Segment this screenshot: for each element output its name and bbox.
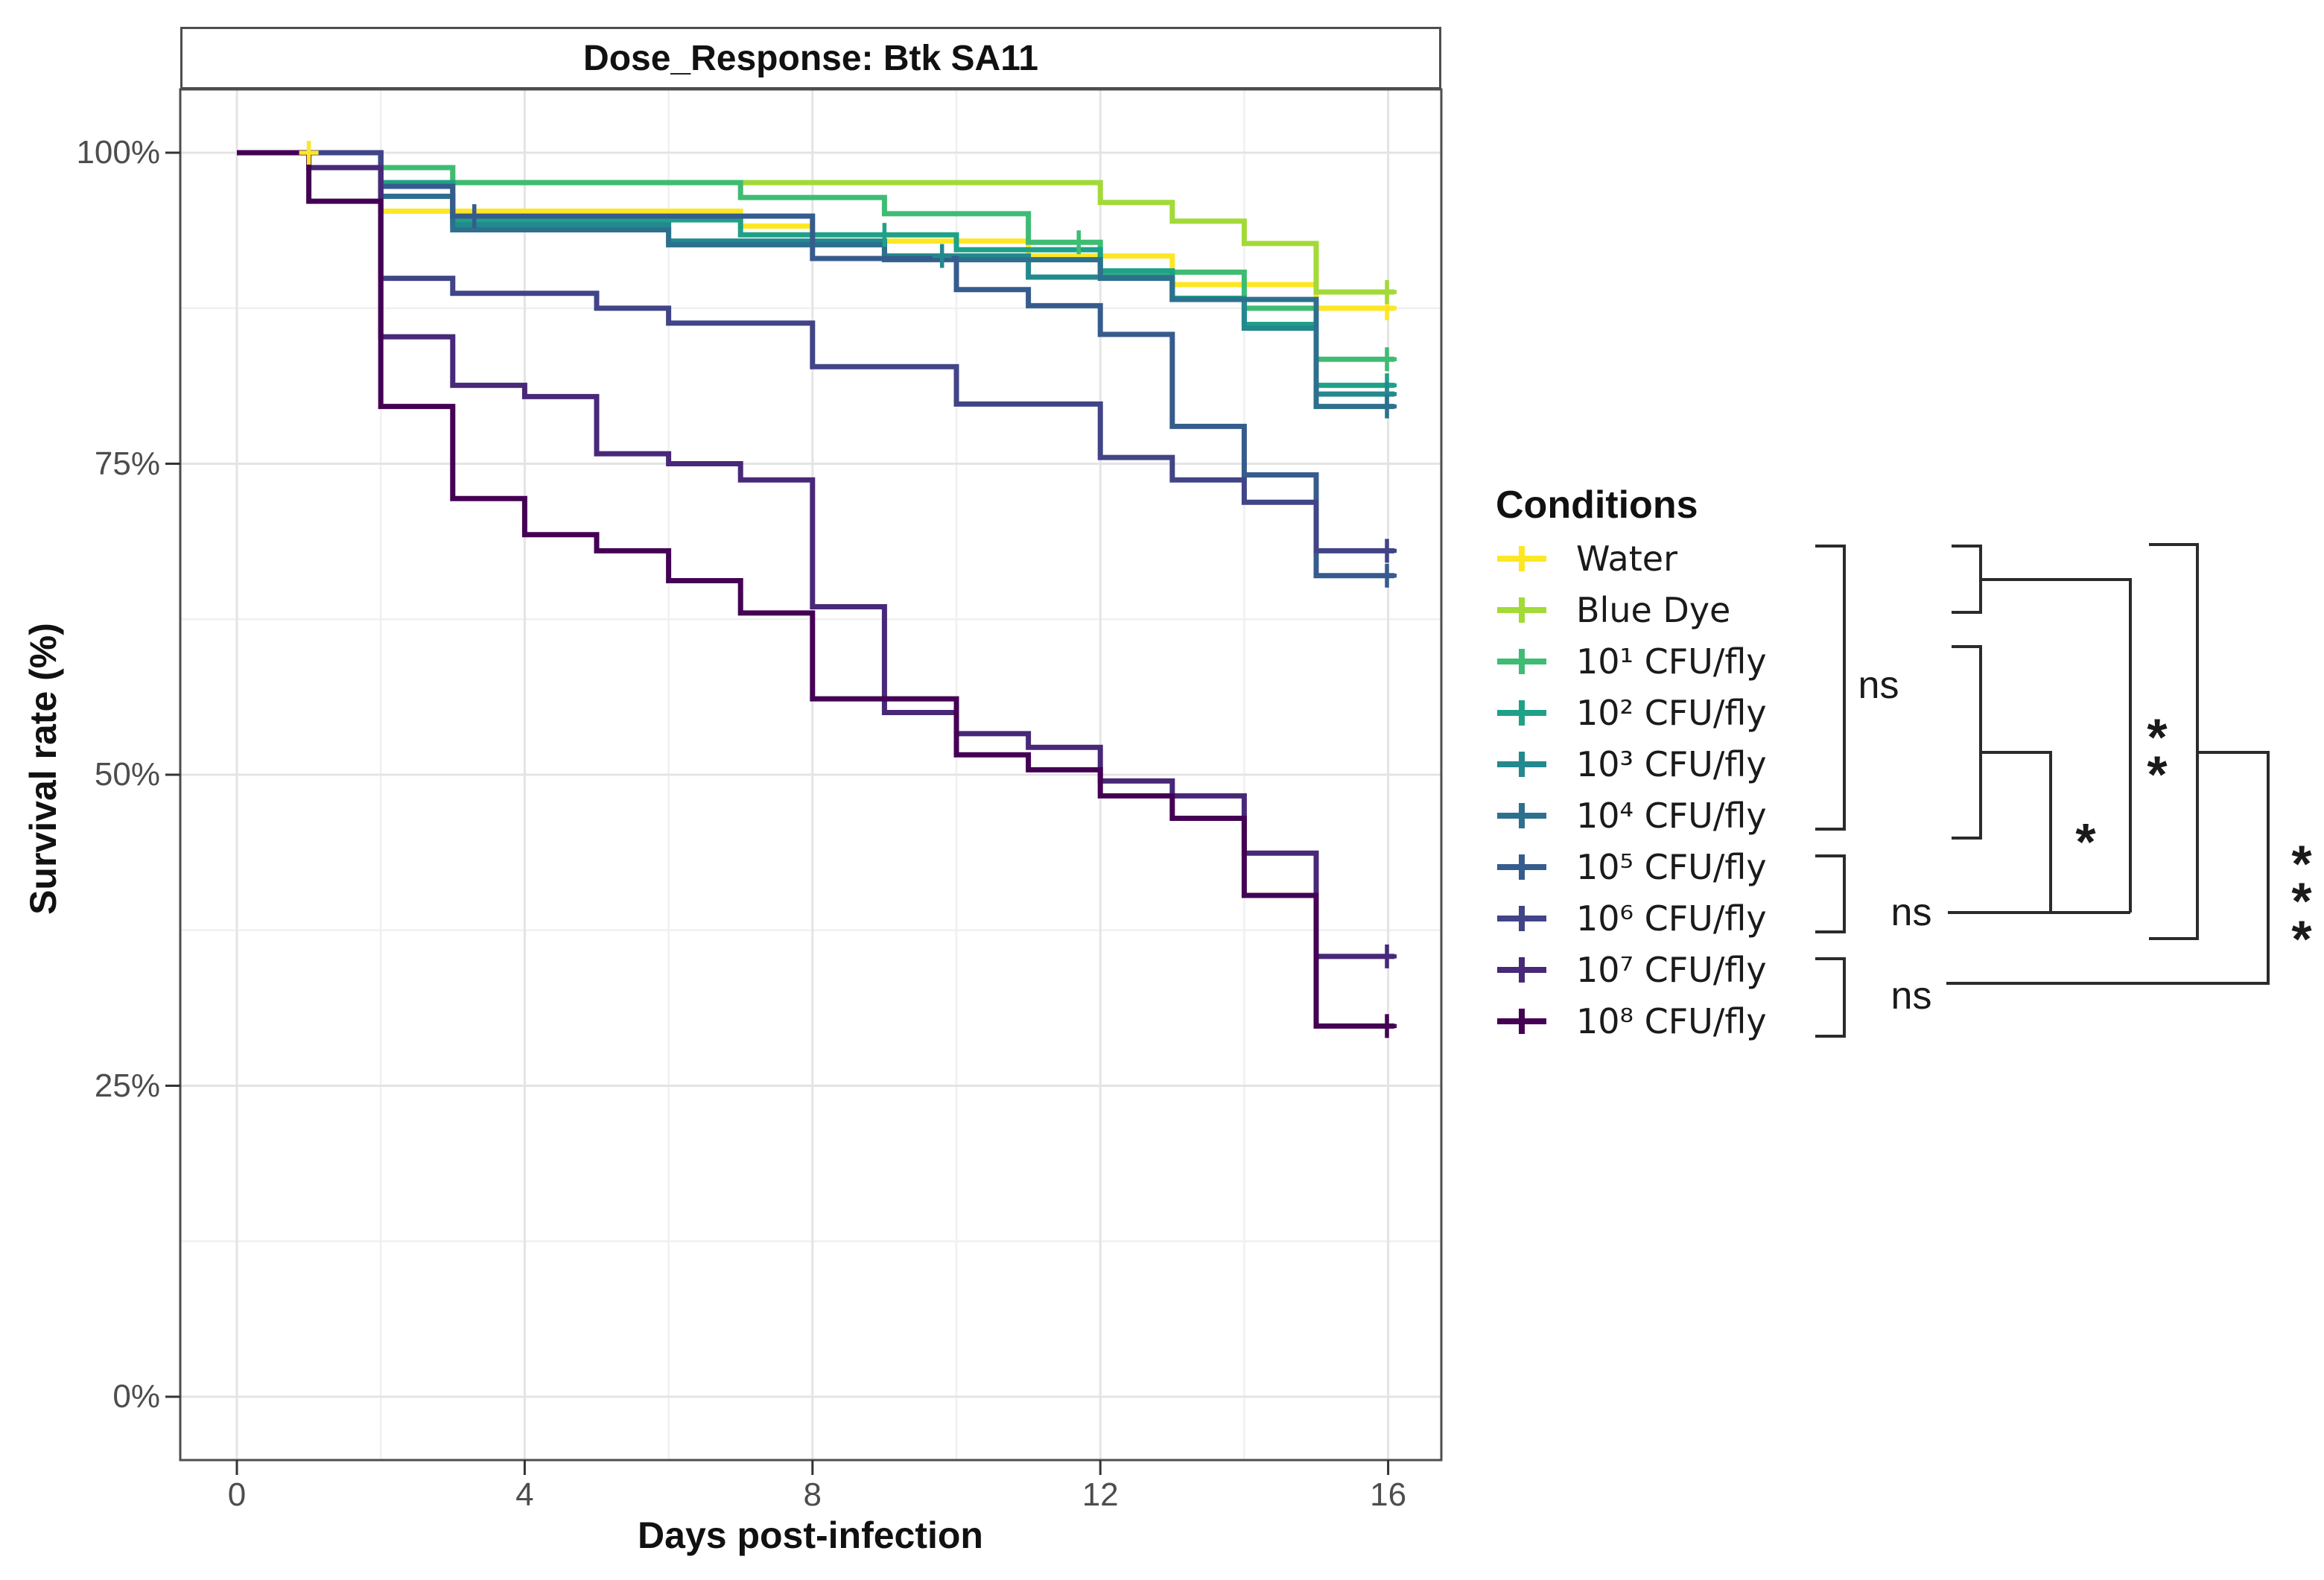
legend-item: 10⁸ CFU/fly (0, 999, 1767, 1044)
legend-item: 10³ CFU/fly (0, 742, 1767, 787)
survival-curve (237, 150, 1394, 311)
legend-key-plus-icon (1497, 588, 1546, 632)
legend-item-label: Water (1576, 539, 1677, 579)
censor-plus-icon (1377, 347, 1397, 372)
x-tick-label: 16 (1370, 1476, 1407, 1513)
y-tick-label: 25% (94, 1067, 160, 1104)
legend-item-label: 10⁶ CFU/fly (1576, 898, 1767, 939)
legend-item-label: 10³ CFU/fly (1576, 744, 1767, 784)
significance-label-ns-mid-doses: ns (1890, 891, 1932, 934)
y-tick-label: 50% (94, 756, 160, 793)
legend-key-plus-icon (1497, 691, 1546, 735)
legend-item: 10⁷ CFU/fly (0, 948, 1767, 992)
survival-curve (237, 150, 1394, 410)
legend-key-plus-icon (1497, 639, 1546, 684)
legend-key-plus-icon (1497, 999, 1546, 1044)
censor-plus-icon (1377, 539, 1397, 563)
significance-label-ns-high-doses: ns (1890, 974, 1932, 1018)
significance-label-double-star: * * (2147, 708, 2168, 804)
legend-key-plus-icon (1497, 793, 1546, 838)
legend-key-plus-icon (1497, 948, 1546, 992)
legend-item: 10⁶ CFU/fly (0, 896, 1767, 941)
censor-plus-icon (932, 244, 952, 268)
censor-plus-icon (874, 223, 895, 247)
legend-title: Conditions (1496, 483, 1698, 527)
significance-bracket (1952, 645, 1982, 840)
significance-bracket (1815, 957, 1846, 1038)
legend-item-label: 10² CFU/fly (1576, 693, 1767, 733)
legend-item: 10⁵ CFU/fly (0, 845, 1767, 889)
censor-plus-icon (1377, 563, 1397, 588)
censor-plus-icon (1377, 1014, 1397, 1038)
legend-item-label: 10⁵ CFU/fly (1576, 847, 1767, 887)
legend-item-label: Blue Dye (1576, 590, 1731, 630)
x-tick-label: 12 (1082, 1476, 1119, 1513)
significance-bracket (1981, 751, 2052, 913)
legend-key-plus-icon (1497, 845, 1546, 889)
significance-label-star: * (2075, 813, 2096, 871)
survival-curve (237, 150, 1394, 388)
legend-item: 10⁴ CFU/fly (0, 793, 1767, 838)
censor-plus-icon (299, 141, 319, 165)
x-tick-label: 4 (515, 1476, 534, 1513)
censor-plus-icon (464, 204, 484, 229)
significance-bracket (1946, 751, 2270, 985)
censor-plus-icon (1377, 944, 1397, 968)
plot-title: Dose_Response: Btk SA11 (583, 38, 1038, 78)
censor-plus-icon (1377, 394, 1397, 419)
survival-curve (237, 150, 1394, 362)
legend-key-plus-icon (1497, 742, 1546, 787)
legend-item: 10¹ CFU/fly (0, 639, 1767, 684)
y-tick-label: 0% (112, 1378, 160, 1415)
y-tick-label: 100% (76, 134, 160, 171)
significance-bracket (1815, 854, 1846, 933)
survival-curve (237, 150, 1394, 1029)
survival-curve (237, 150, 1394, 553)
plot-title-strip: Dose_Response: Btk SA11 (180, 27, 1441, 89)
significance-label-triple-star: * * * (2291, 834, 2312, 968)
significance-bracket (2149, 543, 2199, 940)
legend-item-label: 10⁷ CFU/fly (1576, 950, 1767, 990)
x-tick-label: 8 (803, 1476, 822, 1513)
significance-bracket (1815, 545, 1846, 831)
legend-item: Blue Dye (0, 588, 1730, 632)
survival-curve (237, 150, 1394, 579)
x-axis-title: Days post-infection (638, 1514, 983, 1556)
censor-plus-icon (1377, 280, 1397, 305)
legend-key-plus-icon (1497, 896, 1546, 941)
legend-item-label: 10⁸ CFU/fly (1576, 1001, 1767, 1041)
legend-item-label: 10¹ CFU/fly (1576, 641, 1767, 682)
x-tick-label: 0 (227, 1476, 247, 1513)
legend-item-label: 10⁴ CFU/fly (1576, 796, 1767, 836)
significance-bracket (1981, 578, 2132, 913)
legend-item: 10² CFU/fly (0, 691, 1767, 735)
significance-bracket (1952, 545, 1982, 614)
y-tick-label: 75% (94, 445, 160, 482)
censor-plus-icon (1069, 230, 1089, 255)
legend-item: Water (0, 536, 1677, 581)
significance-label-ns-controls: ns (1858, 664, 1899, 707)
legend-key-plus-icon (1497, 536, 1546, 581)
